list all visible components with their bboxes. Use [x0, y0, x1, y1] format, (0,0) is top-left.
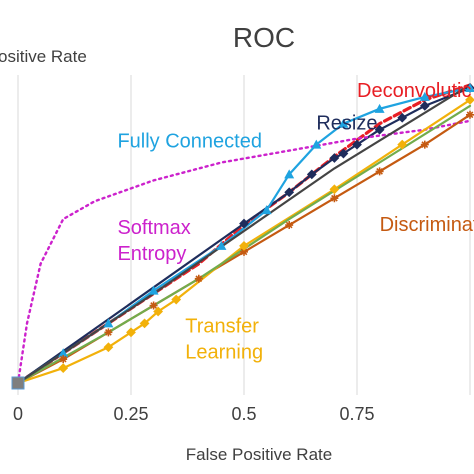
- series-label-softmax-entropy: Entropy: [117, 243, 186, 265]
- series-label-deconvolutic: Deconvolutic: [357, 80, 472, 102]
- point-transfer-learning: [139, 318, 150, 329]
- point-fully-connected: [465, 82, 474, 92]
- point-fully-connected: [374, 103, 385, 113]
- series-label-resize: Resize: [316, 113, 377, 135]
- point-transfer-learning: [58, 363, 69, 374]
- point-fully-connected: [216, 240, 227, 250]
- series-label-softmax-entropy: Softmax: [117, 217, 190, 239]
- point-resize: [329, 153, 340, 163]
- series-labels: Deconvolutic Resize Fully Connected Softmax…: [117, 80, 474, 363]
- point-discriminato: [375, 167, 384, 176]
- point-discriminato: [466, 110, 474, 119]
- series-label-discriminato: Discriminato: [380, 214, 474, 236]
- point-resize: [419, 100, 430, 111]
- point-discriminato: [330, 194, 339, 203]
- point-transfer-learning: [126, 327, 136, 338]
- series-label-transfer-learning: Learning: [185, 341, 263, 363]
- point-fully-connected: [103, 318, 114, 328]
- point-transfer-learning: [153, 306, 164, 317]
- point-resize: [239, 218, 249, 229]
- point-discriminato: [59, 355, 68, 364]
- series-markers: [11, 82, 474, 390]
- point-resize: [338, 148, 349, 159]
- point-transfer-learning: [329, 184, 340, 195]
- point-transfer-learning: [465, 94, 474, 105]
- x-tick-label: 0.75: [339, 404, 374, 424]
- x-axis-label: False Positive Rate: [186, 445, 332, 464]
- series-label-transfer-learning: Transfer: [185, 315, 259, 337]
- point-transfer-learning: [103, 342, 114, 353]
- grid-lines: [17, 75, 471, 395]
- series-label-fully-connected: Fully Connected: [117, 131, 262, 153]
- point-discriminato: [240, 247, 248, 256]
- x-tick-label: 0.5: [231, 404, 256, 424]
- x-tick-label: 0: [13, 404, 23, 424]
- point-transfer-learning: [397, 139, 408, 150]
- point-resize: [306, 169, 317, 180]
- series-line-softmax-entropy: [16, 119, 472, 385]
- point-transfer-learning: [171, 294, 182, 305]
- point-resize: [374, 124, 385, 135]
- point-transfer-learning: [239, 241, 249, 251]
- point-fully-connected: [58, 348, 69, 358]
- point-discriminato: [104, 328, 113, 337]
- chart-title: ROC: [233, 22, 295, 53]
- y-axis-label: ositive Rate: [0, 47, 87, 66]
- x-tick-label: 0.25: [113, 404, 148, 424]
- point-fully-connected: [284, 169, 295, 179]
- point-resize: [397, 112, 408, 123]
- origin-marker: [11, 376, 25, 390]
- point-fully-connected: [338, 118, 349, 128]
- point-discriminato: [149, 301, 158, 310]
- point-fully-connected: [148, 285, 159, 295]
- point-discriminato: [194, 274, 203, 283]
- point-resize: [284, 187, 295, 198]
- x-tick-labels: 0 0.25 0.5 0.75: [13, 404, 375, 424]
- point-discriminato: [420, 140, 429, 149]
- point-resize: [352, 139, 362, 150]
- point-fully-connected: [311, 139, 322, 149]
- point-fully-connected: [261, 205, 272, 215]
- point-fully-connected: [419, 91, 430, 101]
- point-discriminato: [285, 221, 294, 230]
